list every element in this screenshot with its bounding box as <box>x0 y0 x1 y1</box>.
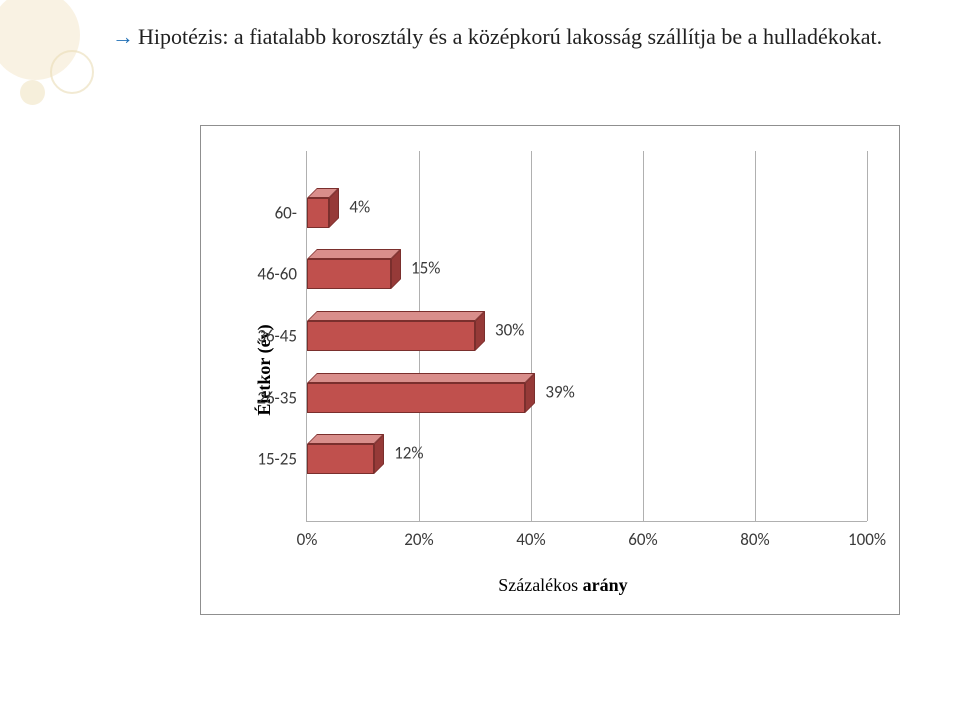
x-tick-label: 60% <box>613 529 673 550</box>
gridline <box>867 151 868 521</box>
bar <box>307 198 329 228</box>
category-label: 15-25 <box>237 449 297 470</box>
x-tick-label: 80% <box>725 529 785 550</box>
slide-decoration <box>0 0 140 120</box>
x-title-bold: arány <box>583 575 628 595</box>
x-tick-label: 100% <box>837 529 897 550</box>
x-tick-label: 0% <box>277 529 337 550</box>
value-label: 12% <box>394 443 423 464</box>
bar <box>307 444 374 474</box>
x-tick-label: 20% <box>389 529 449 550</box>
value-label: 30% <box>495 320 524 341</box>
category-label: 26-35 <box>237 387 297 408</box>
hypothesis-content: Hipotézis: a fiatalabb korosztály és a k… <box>138 24 882 49</box>
value-label: 15% <box>411 258 440 279</box>
x-title-prefix: Százalékos <box>498 575 582 595</box>
plot-area: 0%20%40%60%80%100%15-2512%26-3539%36-453… <box>306 151 867 522</box>
bar <box>307 383 525 413</box>
bar <box>307 321 475 351</box>
x-tick-label: 40% <box>501 529 561 550</box>
gridline <box>755 151 756 521</box>
gridline <box>531 151 532 521</box>
category-label: 36-45 <box>237 326 297 347</box>
category-label: 46-60 <box>237 264 297 285</box>
bar <box>307 259 391 289</box>
x-axis-title: Százalékos arány <box>498 575 627 596</box>
arrow-icon: → <box>112 24 134 49</box>
hypothesis-text: →Hipotézis: a fiatalabb korosztály és a … <box>112 22 932 52</box>
category-label: 60- <box>237 202 297 223</box>
value-label: 39% <box>545 381 574 402</box>
chart-frame: Életkor (év) Százalékos arány 0%20%40%60… <box>200 125 900 615</box>
value-label: 4% <box>349 196 370 217</box>
gridline <box>643 151 644 521</box>
